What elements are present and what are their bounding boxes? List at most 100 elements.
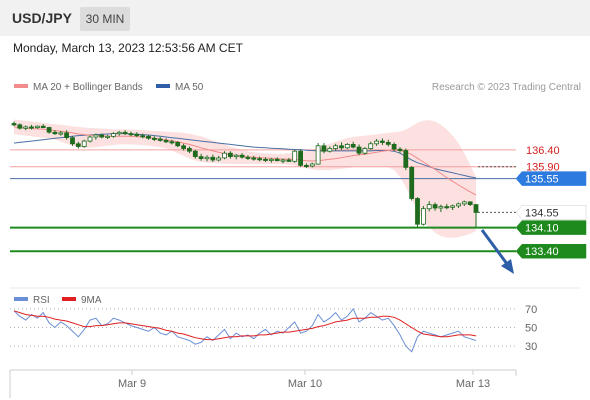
candle-body-down <box>257 158 263 161</box>
candle-body-down <box>175 141 181 147</box>
level-label-resistance: 136.40 <box>526 145 560 157</box>
candle-body-down <box>274 158 280 162</box>
candle-body-up <box>222 152 227 159</box>
candle <box>409 166 415 201</box>
candle <box>391 142 397 152</box>
candle-body-up <box>344 143 350 149</box>
candle <box>181 143 187 151</box>
timeframe-button[interactable]: 30 MIN <box>80 7 130 31</box>
legend-rsi-label: RSI <box>33 295 50 306</box>
candle <box>327 146 333 153</box>
candle-body-down <box>11 123 17 126</box>
candle <box>263 157 268 163</box>
candle-body-down <box>122 131 128 135</box>
candle-body-up <box>362 148 368 154</box>
candle <box>75 141 81 149</box>
candle <box>157 136 163 142</box>
candle <box>420 205 426 226</box>
candle <box>233 153 239 160</box>
candle-body-up <box>23 126 29 129</box>
candle-body-down <box>186 148 192 152</box>
level-label-value: 135.55 <box>525 174 559 186</box>
candle-body-down <box>151 137 157 140</box>
candle <box>122 130 128 135</box>
level-label-value: 134.10 <box>525 223 559 235</box>
candle <box>379 138 385 146</box>
candle <box>175 141 181 148</box>
candle <box>461 200 467 206</box>
instrument-label: USD/JPY <box>12 10 72 26</box>
candle <box>210 154 216 163</box>
candle <box>444 203 450 210</box>
candle <box>64 130 69 140</box>
candle-body-down <box>356 146 362 154</box>
candle-body-down <box>210 156 216 161</box>
candle-body-down <box>239 154 245 158</box>
candle <box>374 139 380 146</box>
header-bar: USD/JPY 30 MIN <box>0 0 590 36</box>
candle-body-down <box>473 204 479 213</box>
candle <box>198 153 204 161</box>
candle <box>321 143 327 154</box>
candle-body-down <box>415 198 420 225</box>
candle-body-down <box>339 145 344 149</box>
candle <box>11 121 17 127</box>
candle <box>280 158 286 164</box>
candle <box>344 143 350 150</box>
candles-layer <box>11 121 479 227</box>
level-tag-shape <box>515 220 587 235</box>
candle-body-up <box>309 163 315 167</box>
candle-body-up <box>420 208 426 225</box>
candle <box>432 202 438 211</box>
candle-body-up <box>105 135 110 138</box>
candle-body-down <box>40 125 46 128</box>
rsi-gridlines: 70 50 30 <box>10 304 537 353</box>
candle-body-down <box>46 127 52 133</box>
rsi-tick-label: 70 <box>525 304 537 316</box>
rsi-tick-label: 30 <box>525 341 537 353</box>
candle <box>169 139 175 145</box>
candle <box>268 157 274 163</box>
candle-body-up <box>461 201 467 205</box>
candle-body-down <box>198 156 204 160</box>
candle-body-down <box>385 141 391 145</box>
candle-body-up <box>216 157 222 161</box>
level-label-value: 134.55 <box>525 207 559 219</box>
candle-body-up <box>374 140 380 145</box>
candle <box>134 132 140 137</box>
candle-body-down <box>391 143 397 150</box>
legend-ma50-label: MA 50 <box>175 82 204 93</box>
level-tag-dark-box: 134.55 <box>515 205 587 220</box>
candle-body-down <box>146 135 151 139</box>
candle-body-down <box>286 159 292 162</box>
candle <box>239 153 245 159</box>
candle-body-down <box>169 141 175 144</box>
candle <box>286 157 292 163</box>
candle <box>356 144 362 156</box>
level-tag-green-box: 133.40 <box>515 243 587 259</box>
forecast-arrow-shaft <box>480 229 512 269</box>
candle-body-down <box>444 206 450 209</box>
level-label-resistance: 135.90 <box>526 162 560 174</box>
candle <box>111 132 116 138</box>
candle <box>292 149 298 163</box>
level-label-value: 133.40 <box>525 246 559 258</box>
candle <box>315 143 321 165</box>
candle <box>245 155 251 160</box>
candle <box>140 133 146 139</box>
candle-body-down <box>245 156 251 159</box>
candle <box>216 155 222 162</box>
candle-body-up <box>450 205 456 208</box>
candle-body-up <box>268 158 274 161</box>
candle-body-up <box>426 204 432 210</box>
candle-body-down <box>263 158 268 161</box>
candle <box>227 151 233 159</box>
level-tag-blue-box: 135.55 <box>515 171 587 186</box>
candle <box>204 155 210 162</box>
candle <box>339 142 344 150</box>
price-panel <box>10 64 580 284</box>
candle-body-down <box>192 150 198 157</box>
candle-body-down <box>157 138 163 141</box>
candle <box>186 146 192 154</box>
